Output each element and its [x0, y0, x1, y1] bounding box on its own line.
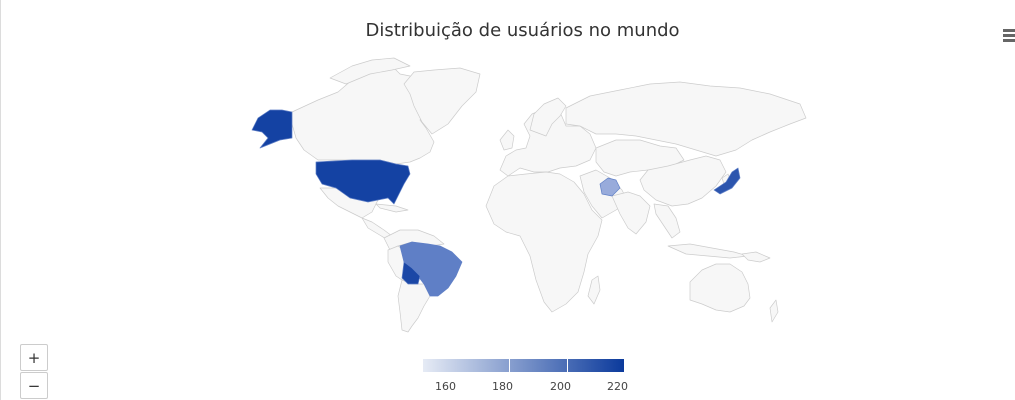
region-alaska: [251, 109, 293, 149]
hamburger-menu-icon[interactable]: [1003, 29, 1015, 43]
legend-tick-label: 180: [492, 380, 513, 393]
legend-tick-label: 220: [607, 380, 628, 393]
region-usa: [315, 159, 411, 205]
legend-tick-label: 200: [550, 380, 571, 393]
legend-tick-mark: [567, 359, 568, 372]
color-scale-legend: [423, 359, 624, 372]
region-australia: [689, 263, 751, 313]
region-madagascar: [587, 275, 601, 305]
region-new-zealand: [769, 299, 779, 323]
region-southeast-asia: [653, 203, 681, 239]
region-afghanistan: [599, 177, 621, 197]
region-china: [639, 155, 727, 207]
region-caribbean: [375, 203, 409, 213]
region-uk: [499, 129, 515, 151]
region-india: [611, 191, 651, 235]
region-bolivia: [401, 261, 421, 285]
map-title: Distribuição de usuários no mundo: [365, 20, 680, 41]
region-arctic-islands: [329, 57, 411, 85]
region-indonesia: [667, 243, 749, 259]
legend-tick-mark: [509, 359, 510, 372]
zoom-out-button[interactable]: −: [20, 372, 48, 399]
left-border: [0, 0, 1, 400]
zoom-in-button[interactable]: +: [20, 344, 48, 371]
region-scandinavia: [529, 97, 567, 137]
region-new-guinea: [741, 251, 771, 263]
region-greenland: [403, 67, 481, 135]
region-southern-cone: [397, 279, 431, 333]
region-africa: [485, 171, 603, 313]
region-russia: [565, 81, 807, 157]
region-japan: [713, 167, 741, 195]
legend-tick-label: 160: [435, 380, 456, 393]
